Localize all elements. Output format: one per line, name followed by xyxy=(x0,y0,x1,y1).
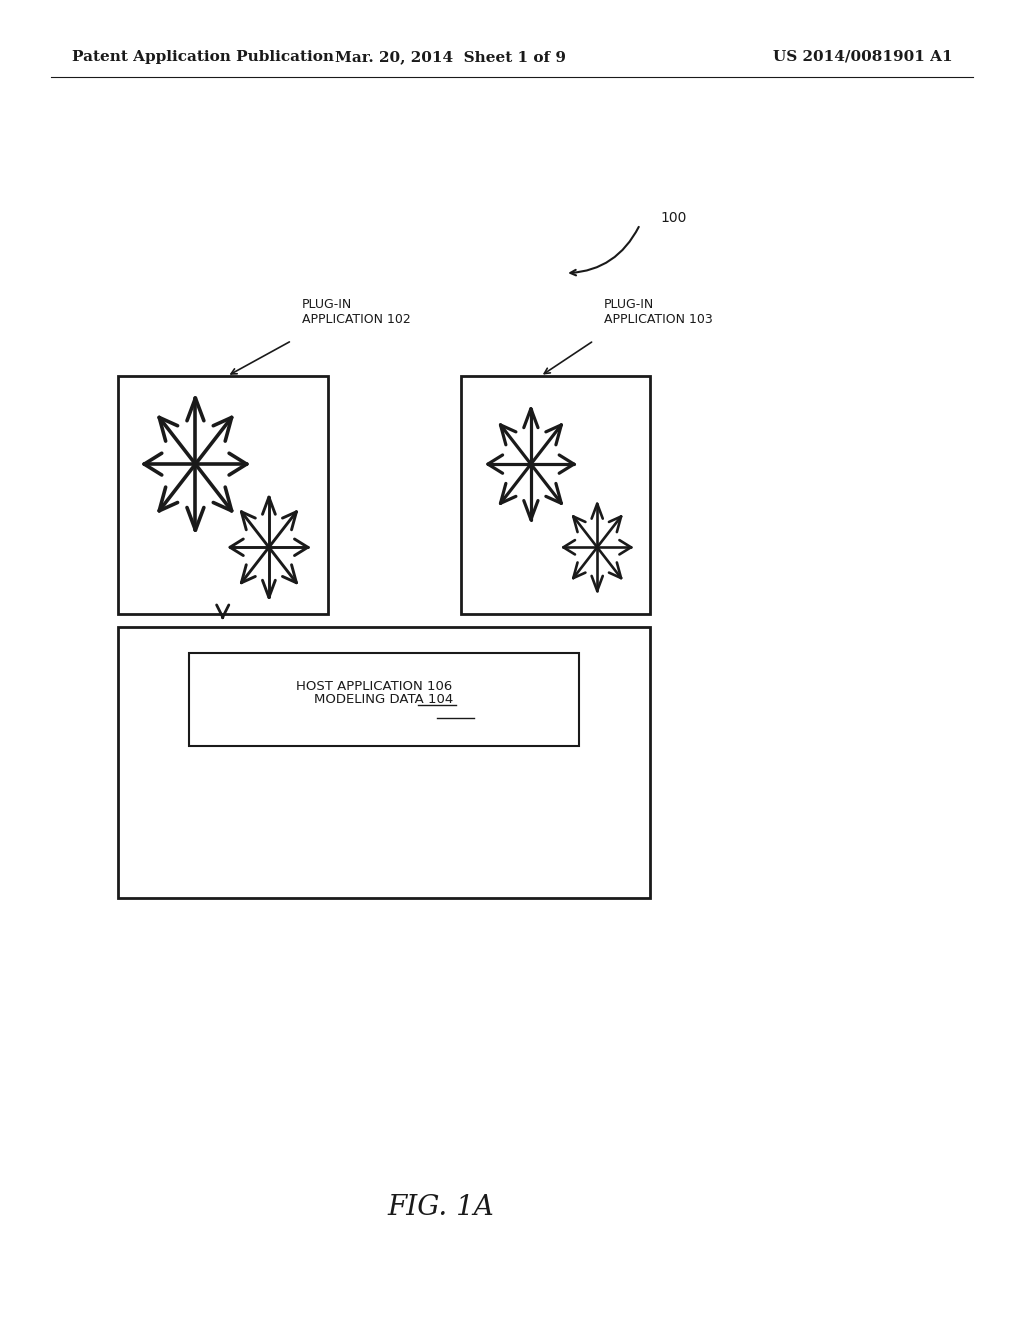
Text: PLUG-IN
APPLICATION 103: PLUG-IN APPLICATION 103 xyxy=(604,298,713,326)
Bar xyxy=(461,376,650,614)
Text: FIG. 1A: FIG. 1A xyxy=(387,1195,494,1221)
Bar xyxy=(118,376,328,614)
Text: US 2014/0081901 A1: US 2014/0081901 A1 xyxy=(773,50,952,63)
Bar xyxy=(189,653,579,746)
Text: PLUG-IN
APPLICATION 102: PLUG-IN APPLICATION 102 xyxy=(302,298,411,326)
Text: HOST APPLICATION 106: HOST APPLICATION 106 xyxy=(296,680,452,693)
Text: Mar. 20, 2014  Sheet 1 of 9: Mar. 20, 2014 Sheet 1 of 9 xyxy=(335,50,566,63)
Bar xyxy=(118,627,650,898)
Text: MODELING DATA 104: MODELING DATA 104 xyxy=(314,693,454,706)
Text: 100: 100 xyxy=(660,211,687,224)
Text: Patent Application Publication: Patent Application Publication xyxy=(72,50,334,63)
